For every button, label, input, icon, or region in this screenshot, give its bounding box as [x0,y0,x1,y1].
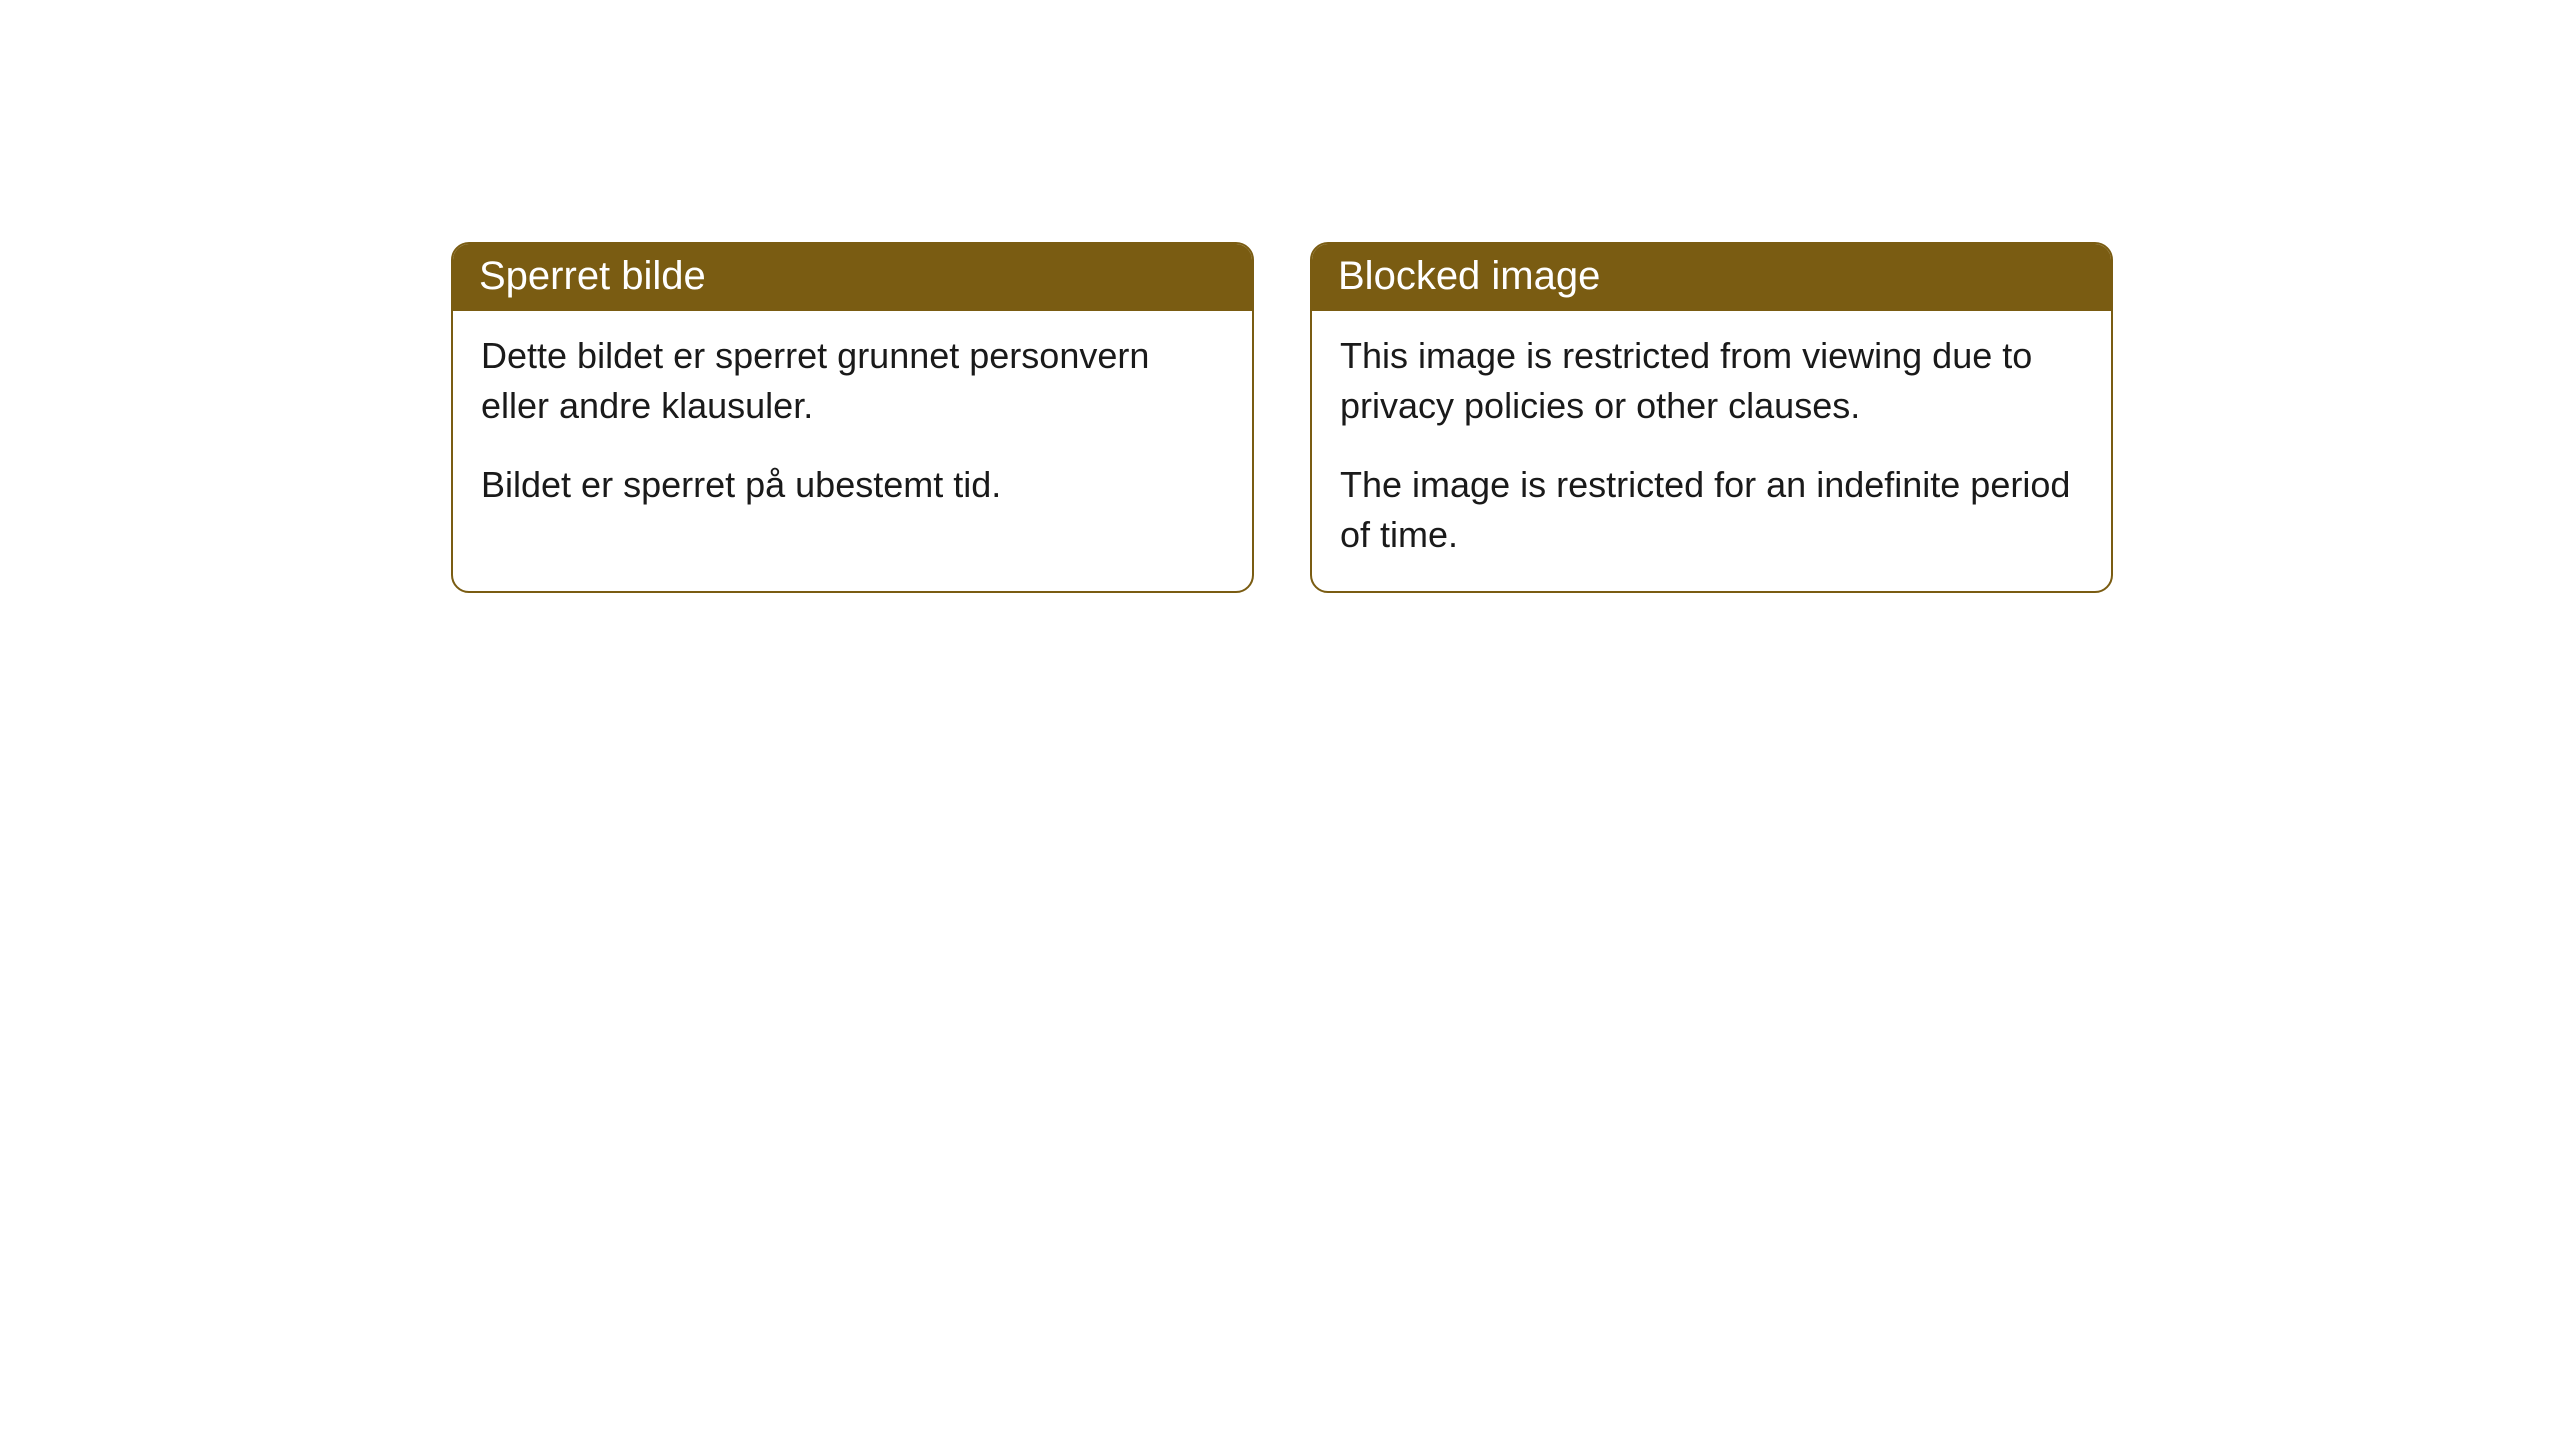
card-header: Blocked image [1312,244,2111,311]
notice-card-english: Blocked image This image is restricted f… [1310,242,2113,593]
card-header: Sperret bilde [453,244,1252,311]
notice-cards-container: Sperret bilde Dette bildet er sperret gr… [451,242,2113,593]
notice-card-norwegian: Sperret bilde Dette bildet er sperret gr… [451,242,1254,593]
card-body: This image is restricted from viewing du… [1312,311,2111,591]
card-paragraph: Bildet er sperret på ubestemt tid. [481,460,1224,510]
card-paragraph: The image is restricted for an indefinit… [1340,460,2083,561]
card-body: Dette bildet er sperret grunnet personve… [453,311,1252,540]
card-paragraph: This image is restricted from viewing du… [1340,331,2083,432]
card-paragraph: Dette bildet er sperret grunnet personve… [481,331,1224,432]
